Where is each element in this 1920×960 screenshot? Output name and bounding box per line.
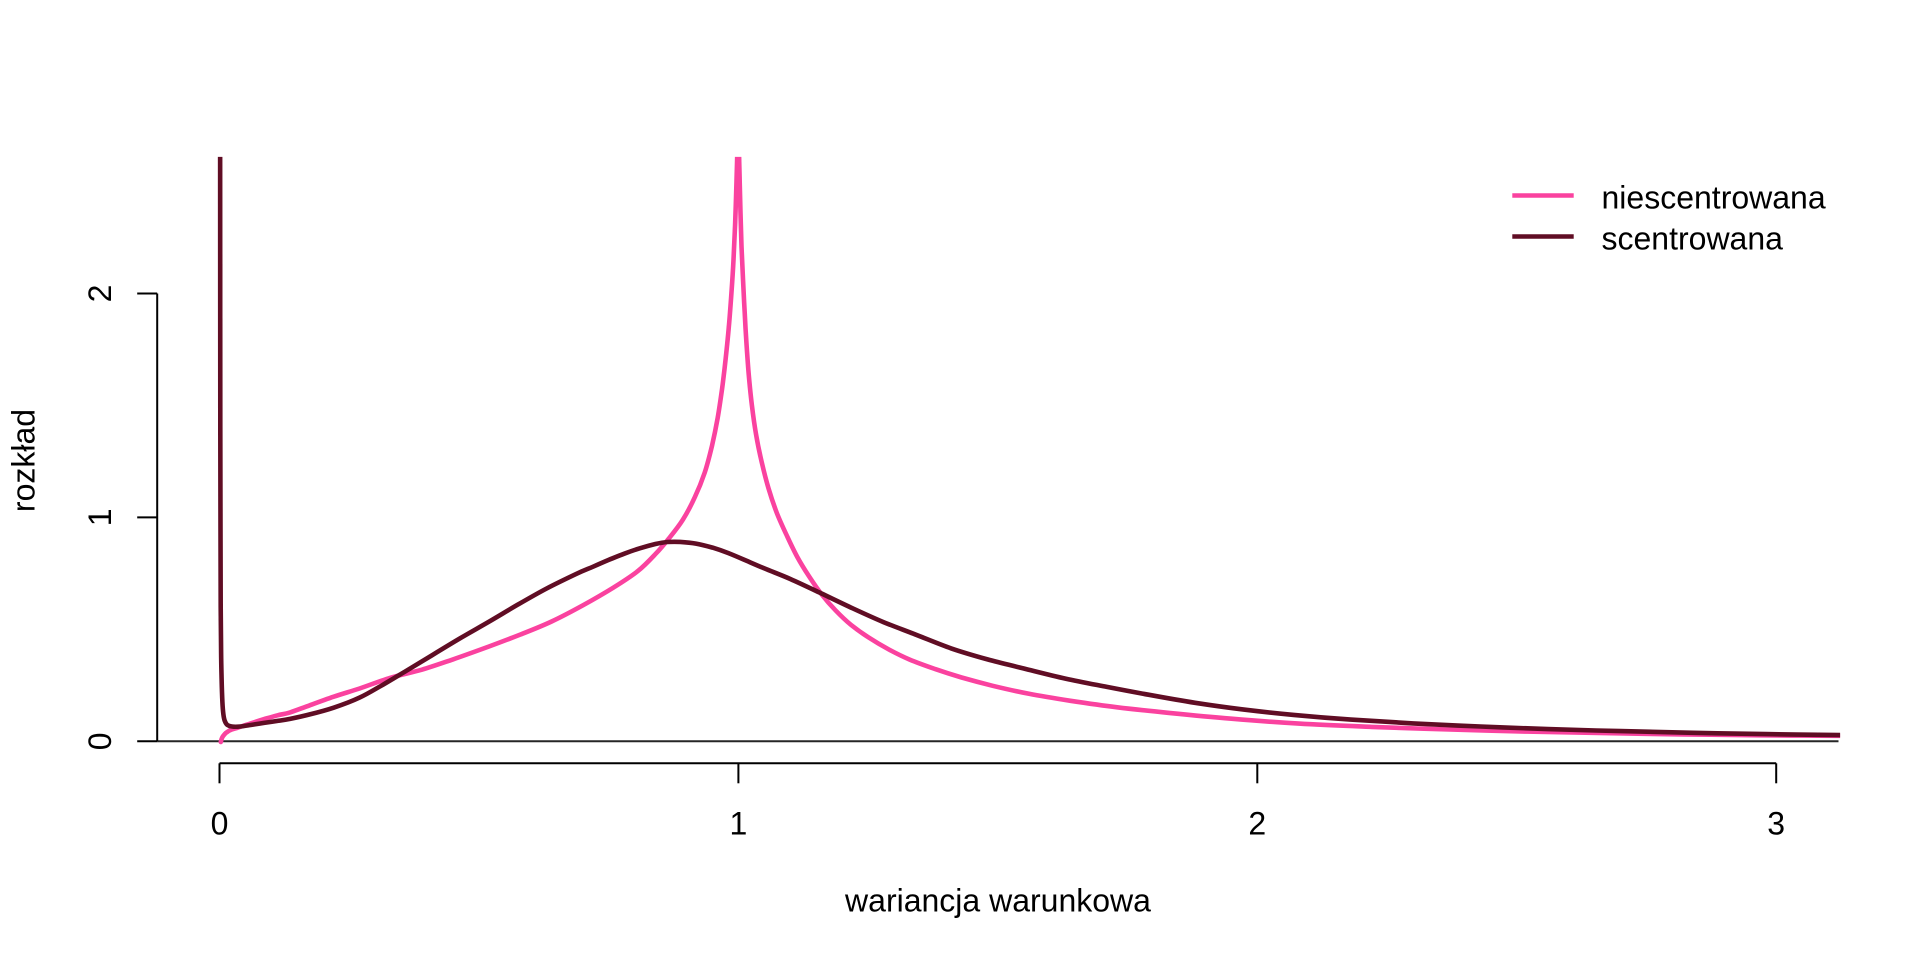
svg-text:rozkład: rozkład bbox=[6, 409, 42, 512]
svg-text:3: 3 bbox=[1767, 806, 1785, 842]
svg-text:1: 1 bbox=[82, 509, 118, 527]
svg-text:wariancja warunkowa: wariancja warunkowa bbox=[844, 883, 1151, 919]
svg-text:0: 0 bbox=[211, 806, 229, 842]
svg-text:scentrowana: scentrowana bbox=[1602, 221, 1784, 257]
svg-text:niescentrowana: niescentrowana bbox=[1602, 180, 1826, 216]
svg-text:2: 2 bbox=[82, 285, 118, 303]
svg-text:2: 2 bbox=[1248, 806, 1266, 842]
svg-text:1: 1 bbox=[730, 806, 748, 842]
svg-text:0: 0 bbox=[82, 732, 118, 750]
